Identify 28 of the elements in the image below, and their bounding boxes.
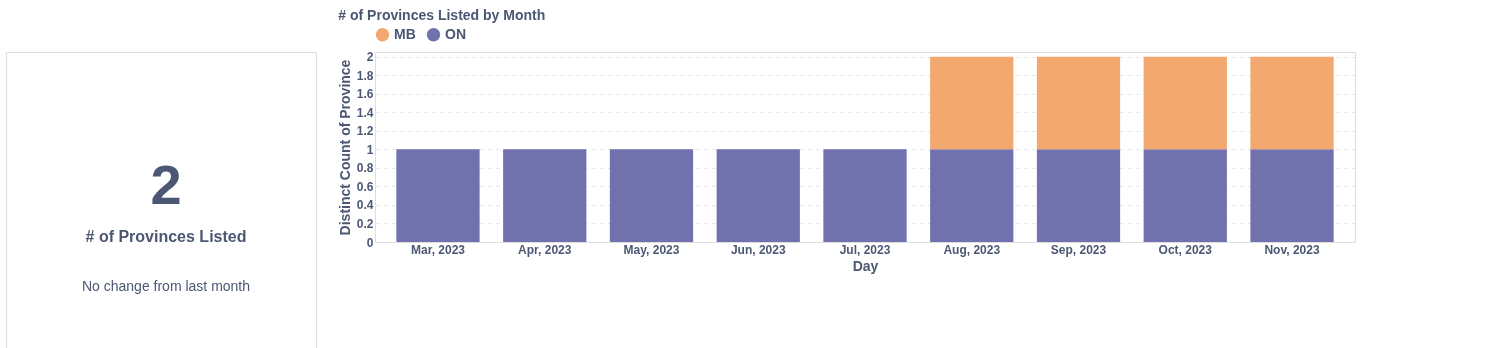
y-tick-label: 1.4 <box>356 105 374 120</box>
x-axis-title: Day <box>852 257 879 274</box>
y-tick-label: 1.6 <box>356 87 374 102</box>
text: # of Provinces Listed <box>85 228 247 245</box>
y-tick-label: 0 <box>366 235 374 250</box>
x-tick-label: Aug, 2023 <box>943 242 1001 257</box>
chart-title: # of Provinces Listed by Month <box>338 7 546 23</box>
y-tick-label: 1 <box>366 142 374 157</box>
y-tick-label: 0.4 <box>356 198 374 213</box>
text: 2 <box>150 153 182 216</box>
x-tick-label: Nov, 2023 <box>1264 242 1320 257</box>
x-tick-label: May, 2023 <box>623 242 680 257</box>
x-tick-label: Mar, 2023 <box>410 242 466 257</box>
legend-label: MB <box>394 25 416 42</box>
x-tick-label: Sep, 2023 <box>1050 242 1107 257</box>
y-axis-title: Distinct Count of Province <box>336 59 353 236</box>
x-tick-label: Jul, 2023 <box>839 242 891 257</box>
legend-label: ON <box>445 25 466 42</box>
y-tick-label: 0.6 <box>356 179 374 194</box>
x-tick-label: Jun, 2023 <box>730 242 786 257</box>
y-tick-label: 0.8 <box>356 161 374 176</box>
y-tick-label: 2 <box>366 50 374 65</box>
y-tick-label: 1.2 <box>356 124 374 139</box>
x-tick-label: Oct, 2023 <box>1158 242 1213 257</box>
text: No change from last month <box>81 278 251 294</box>
x-tick-label: Apr, 2023 <box>518 242 572 257</box>
y-tick-label: 1.8 <box>356 68 374 83</box>
y-tick-label: 0.2 <box>356 216 374 231</box>
